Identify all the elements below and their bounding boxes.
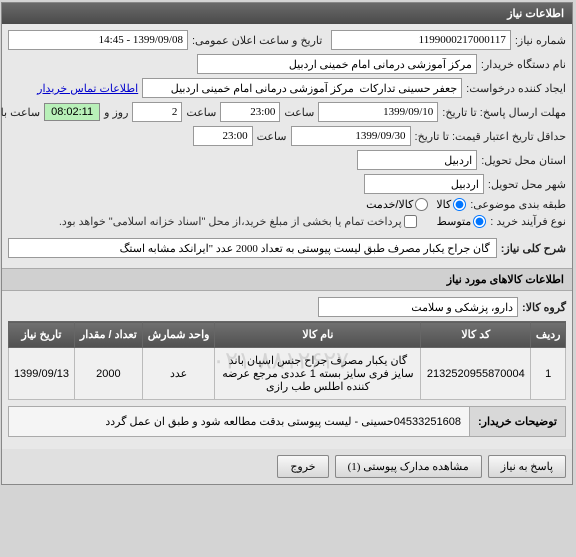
panel-body: شماره نیاز: تاریخ و ساعت اعلان عمومی: نا… <box>3 24 573 268</box>
td-name: گان یکبار مصرف جراح جنس اسپان باند سایز … <box>216 348 422 400</box>
medium-radio-label: متوسط <box>438 215 473 228</box>
hour-label-2: ساعت <box>258 130 288 143</box>
goods-table: ردیف کد کالا نام کالا واحد شمارش تعداد /… <box>9 321 567 400</box>
partial-pay-checkbox[interactable] <box>405 215 418 228</box>
province-label: استان محل تحویل: <box>482 154 567 167</box>
service-radio[interactable] <box>416 198 429 211</box>
countdown-timer: 08:02:11 <box>45 103 101 121</box>
announce-label: تاریخ و ساعت اعلان عمومی: <box>193 34 323 47</box>
service-radio-item[interactable]: کالا/خدمت <box>367 198 429 211</box>
td-date: 1399/09/13 <box>10 348 76 400</box>
td-row: 1 <box>532 348 567 400</box>
announce-input[interactable] <box>9 30 189 50</box>
contact-link[interactable]: اطلاعات تماس خریدار <box>38 82 139 95</box>
deadline-label: مهلت ارسال پاسخ: تا تاریخ: <box>443 106 567 119</box>
reply-button[interactable]: پاسخ به نیاز <box>489 455 567 478</box>
buyer-notes-box: توضیحات خریدار: 04533251608حسینی - لیست … <box>9 406 567 437</box>
td-code: 2132520955870004 <box>422 348 532 400</box>
validity-label: حداقل تاریخ اعتبار قیمت: تا تاریخ: <box>416 130 567 143</box>
table-header-row: ردیف کد کالا نام کالا واحد شمارش تعداد /… <box>10 322 567 348</box>
td-unit: عدد <box>143 348 216 400</box>
buyer-notes-label: توضیحات خریدار: <box>470 406 567 437</box>
subject-class-radios: کالا کالا/خدمت <box>367 198 467 211</box>
buyer-notes-content: 04533251608حسینی - لیست پیوستی بدقت مطال… <box>9 406 470 437</box>
info-panel: اطلاعات نیاز شماره نیاز: تاریخ و ساعت اع… <box>2 2 574 485</box>
deadline-date-input[interactable] <box>319 102 439 122</box>
medium-radio-item[interactable]: متوسط <box>438 215 488 228</box>
table-wrap: ردیف کد کالا نام کالا واحد شمارش تعداد /… <box>9 321 567 400</box>
medium-radio[interactable] <box>474 215 487 228</box>
day-label: روز و <box>105 106 129 119</box>
th-row: ردیف <box>532 322 567 348</box>
table-row[interactable]: 1 2132520955870004 گان یکبار مصرف جراح ج… <box>10 348 567 400</box>
creator-label: ایجاد کننده درخواست: <box>467 82 567 95</box>
validity-date-input[interactable] <box>292 126 412 146</box>
province-input[interactable] <box>358 150 478 170</box>
remaining-label: ساعت باقی مانده <box>0 106 41 119</box>
goods-radio[interactable] <box>454 198 467 211</box>
attachments-button[interactable]: مشاهده مدارک پیوستی (1) <box>336 455 483 478</box>
city-label: شهر محل تحویل: <box>489 178 567 191</box>
goods-radio-item[interactable]: کالا <box>437 198 467 211</box>
need-number-input[interactable] <box>332 30 512 50</box>
goods-section-title: اطلاعات کالاهای مورد نیاز <box>3 268 573 291</box>
partial-pay-label: پرداخت تمام یا بخشی از مبلغ خرید،از محل … <box>60 215 403 228</box>
process-type-label: نوع فرآیند خرید : <box>491 215 567 228</box>
deadline-hour-input[interactable] <box>221 102 281 122</box>
validity-hour-input[interactable] <box>194 126 254 146</box>
goods-radio-label: کالا <box>437 198 452 211</box>
hour-label-1b: ساعت <box>187 106 217 119</box>
summary-input[interactable] <box>9 238 498 258</box>
partial-pay-item[interactable]: پرداخت تمام یا بخشی از مبلغ خرید،از محل … <box>60 215 418 228</box>
subject-class-label: طبقه بندی موضوعی: <box>471 198 567 211</box>
td-qty: 2000 <box>75 348 143 400</box>
button-row: پاسخ به نیاز مشاهده مدارک پیوستی (1) خرو… <box>3 449 573 484</box>
goods-group-input[interactable] <box>319 297 519 317</box>
goods-group-label: گروه کالا: <box>523 301 567 314</box>
hour-label-1: ساعت <box>285 106 315 119</box>
buyer-org-input[interactable] <box>198 54 478 74</box>
th-code: کد کالا <box>422 322 532 348</box>
process-type-radios: متوسط <box>438 215 488 228</box>
creator-input[interactable] <box>143 78 463 98</box>
th-unit: واحد شمارش <box>143 322 216 348</box>
city-input[interactable] <box>365 174 485 194</box>
th-qty: تعداد / مقدار <box>75 322 143 348</box>
summary-label: شرح کلی نیاز: <box>502 242 567 255</box>
exit-button[interactable]: خروج <box>278 455 329 478</box>
th-date: تاریخ نیاز <box>10 322 76 348</box>
th-name: نام کالا <box>216 322 422 348</box>
day-count-input[interactable] <box>133 102 183 122</box>
service-radio-label: کالا/خدمت <box>367 198 414 211</box>
need-number-label: شماره نیاز: <box>516 34 567 47</box>
panel-title: اطلاعات نیاز <box>3 3 573 24</box>
buyer-org-label: نام دستگاه خریدار: <box>482 58 567 71</box>
